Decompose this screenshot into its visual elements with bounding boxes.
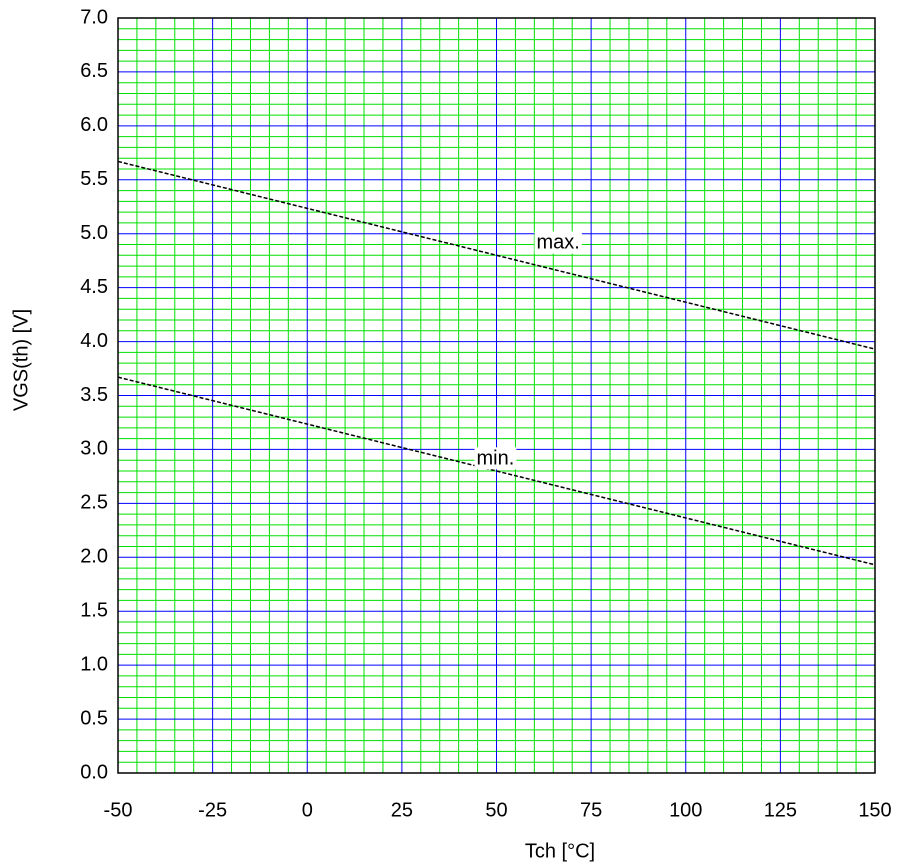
x-tick-label: 25 [391,799,413,821]
series-label-bg [474,447,517,470]
series-line [117,376,876,566]
y-tick-label: 6.5 [80,60,108,82]
y-tick-label: 3.0 [80,438,108,460]
x-tick-label: 100 [669,799,702,821]
y-tick-label: 0.0 [80,761,108,783]
plot-frame [117,17,876,774]
x-tick-label: 75 [580,799,602,821]
x-tick-label: -50 [104,799,133,821]
x-axis-title: Tch [°C] [525,840,595,862]
x-tick-label: 125 [764,799,797,821]
y-tick-label: 4.0 [80,330,108,352]
y-tick-label: 7.0 [80,6,108,28]
y-tick-label: 3.5 [80,384,108,406]
y-tick-label: 5.5 [80,168,108,190]
y-axis-title: VGS(th) [V] [10,309,32,411]
y-tick-label: 4.5 [80,276,108,298]
series-label: min. [477,447,515,469]
y-tick-label: 0.5 [80,707,108,729]
x-tick-label: 150 [858,799,891,821]
series-label: max. [537,232,580,254]
y-tick-label: 5.0 [80,222,108,244]
series-line [117,160,876,350]
x-tick-label: 50 [485,799,507,821]
y-tick-label: 1.0 [80,653,108,675]
y-tick-label: 6.0 [80,114,108,136]
y-tick-label: 2.5 [80,492,108,514]
x-tick-label: 0 [302,799,313,821]
x-tick-label: -25 [198,799,227,821]
y-tick-label: 2.0 [80,546,108,568]
series-label-bg [534,231,582,254]
y-tick-label: 1.5 [80,599,108,621]
